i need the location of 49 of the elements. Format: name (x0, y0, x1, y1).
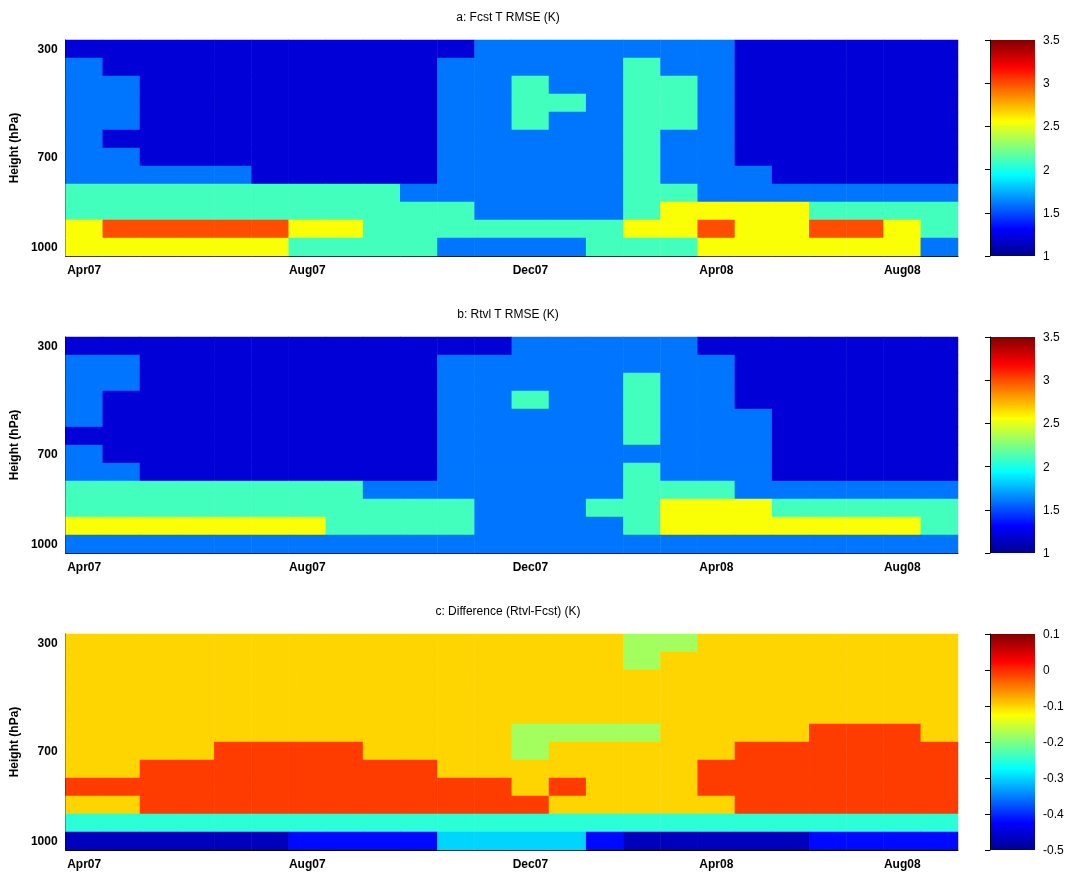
color-bar-label: 0 (1043, 663, 1050, 677)
y-tick-label: 300 (37, 636, 58, 650)
y-tick-label: 300 (37, 42, 58, 56)
color-bar-label: 1 (1043, 249, 1050, 263)
color-bar-label: -0.5 (1043, 843, 1064, 857)
y-tick-label: 1000 (30, 240, 58, 254)
x-tick-label: Apr07 (67, 857, 102, 871)
x-tick-label: Aug08 (883, 263, 921, 277)
y-tick-label: 700 (37, 150, 58, 164)
color-bar-label: 1.5 (1043, 205, 1061, 220)
x-tick-label: Aug08 (883, 560, 921, 574)
color-bar-label: -0.3 (1043, 771, 1064, 785)
y-axis-title: Height (hPa) (7, 706, 21, 778)
x-tick-label: Dec07 (512, 560, 549, 574)
color-bar-label: 3 (1043, 76, 1050, 91)
color-bar-label: 1.5 (1043, 502, 1061, 517)
color-bar-label: -0.1 (1043, 699, 1064, 713)
x-tick-label: Aug07 (288, 857, 326, 871)
y-tick-label: 700 (37, 447, 58, 461)
x-tick-label: Dec07 (512, 857, 549, 871)
x-tick-label: Apr07 (67, 263, 102, 277)
y-tick-label: 1000 (30, 537, 58, 551)
x-tick-label: Apr08 (699, 263, 734, 277)
color-bar-label: 2.5 (1043, 416, 1061, 431)
color-bar-label: 2 (1043, 459, 1050, 474)
color-bar-label: -0.2 (1043, 735, 1064, 749)
y-tick-label: 1000 (30, 834, 58, 848)
color-bar-label: 0.1 (1043, 627, 1061, 641)
color-bar-label: 3 (1043, 373, 1050, 388)
color-bar-label: 2.5 (1043, 119, 1061, 134)
x-tick-label: Aug08 (883, 857, 921, 871)
color-bar-label: 3.5 (1043, 330, 1061, 344)
color-bar-label: 2 (1043, 162, 1050, 177)
x-tick-label: Apr07 (67, 560, 102, 574)
chart-title: c: Difference (Rtvl-Fcst) (K) (435, 604, 581, 618)
y-axis-title: Height (hPa) (7, 409, 21, 481)
x-tick-label: Apr08 (699, 857, 734, 871)
x-tick-label: Apr08 (699, 560, 734, 574)
color-bar-label: -0.4 (1043, 807, 1064, 821)
y-axis-title: Height (hPa) (7, 112, 21, 184)
x-tick-label: Dec07 (512, 263, 549, 277)
x-tick-label: Aug07 (288, 263, 326, 277)
y-tick-label: 700 (37, 744, 58, 758)
color-bar-label: 1 (1043, 546, 1050, 560)
y-tick-label: 300 (37, 339, 58, 353)
chart-title: a: Fcst T RMSE (K) (456, 10, 560, 24)
color-bar-label: 3.5 (1043, 33, 1061, 47)
x-tick-label: Aug07 (288, 560, 326, 574)
chart-title: b: Rtvl T RMSE (K) (457, 307, 559, 321)
